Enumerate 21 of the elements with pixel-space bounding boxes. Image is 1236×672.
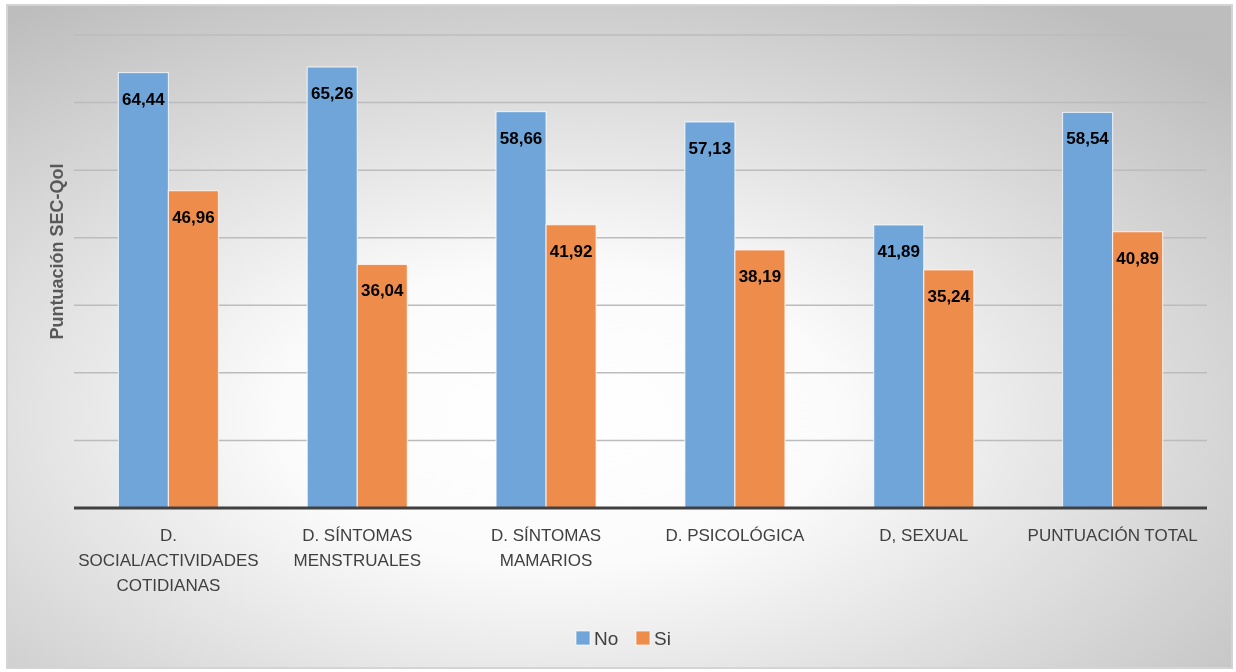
legend-label: No bbox=[594, 627, 619, 649]
data-label: 41,89 bbox=[877, 241, 920, 261]
data-label: 58,54 bbox=[1066, 129, 1110, 149]
data-label: 57,13 bbox=[688, 138, 732, 158]
x-tick-label: D, SEXUAL bbox=[879, 526, 969, 545]
data-label: 64,44 bbox=[122, 89, 166, 109]
x-tick-label: D. SÍNTOMAS MENSTRUALES bbox=[293, 526, 422, 570]
data-label: 35,24 bbox=[927, 286, 971, 306]
y-axis-title: Puntuación SEC-Qol bbox=[47, 163, 67, 340]
data-label: 40,89 bbox=[1116, 248, 1159, 268]
data-label: 65,26 bbox=[310, 84, 354, 104]
legend-label: Si bbox=[654, 627, 671, 649]
data-label: 36,04 bbox=[361, 281, 405, 301]
x-tick-label: D. PSICOLÓGICA bbox=[665, 526, 805, 545]
data-label: 46,96 bbox=[172, 207, 215, 227]
x-tick-label: PUNTUACIÓN TOTAL bbox=[1027, 526, 1198, 545]
x-tick-label: D. SOCIAL/ACTIVIDADES COTIDIANAS bbox=[78, 526, 259, 595]
data-label: 38,19 bbox=[738, 266, 782, 286]
data-label: 41,92 bbox=[549, 241, 593, 261]
data-label: 58,66 bbox=[499, 128, 543, 148]
x-tick-label: D. SÍNTOMAS MAMARIOS bbox=[490, 526, 602, 570]
